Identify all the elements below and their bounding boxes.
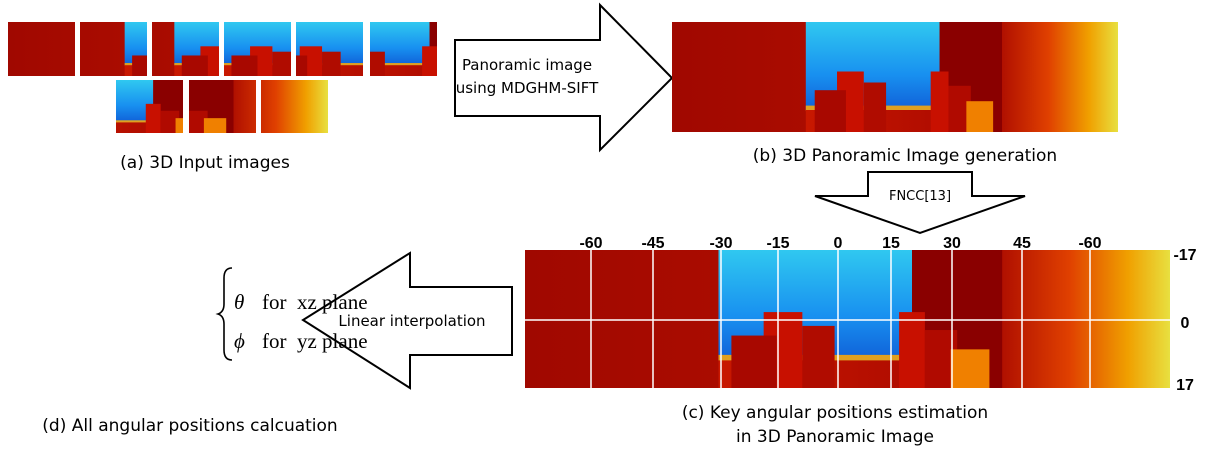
angle-label: 15	[882, 235, 900, 252]
angle-label: 0	[834, 235, 843, 252]
arrow-label: Linear interpolation	[338, 312, 485, 330]
caption-c: (c) Key angular positions estimation	[682, 403, 988, 423]
formula-symbol: ϕ	[234, 329, 245, 353]
angle-label: -30	[709, 235, 732, 252]
angle-label: -45	[641, 235, 664, 252]
angle-label: 30	[943, 235, 961, 252]
angle-label: -15	[766, 235, 789, 252]
panorama	[525, 250, 1170, 388]
angle-label: 45	[1013, 235, 1031, 252]
formula-symbol: θ	[234, 290, 244, 314]
elevation-label: 17	[1176, 377, 1194, 394]
caption-b: (b) 3D Panoramic Image generation	[753, 146, 1057, 166]
formula-text: for yz plane	[262, 329, 368, 353]
diagram: (a) 3D Input images Panoramic image usin…	[0, 0, 1209, 452]
angle-label: -60	[579, 235, 602, 252]
caption-c: in 3D Panoramic Image	[736, 427, 934, 447]
brace	[218, 268, 232, 360]
arrow-right	[455, 5, 672, 150]
arrow-label: Panoramic image	[462, 56, 592, 74]
arrow-label: using MDGHM-SIFT	[456, 79, 599, 97]
elevation-label: -17	[1173, 247, 1196, 264]
caption-d: (d) All angular positions calcuation	[42, 416, 337, 436]
caption-a: (a) 3D Input images	[120, 153, 290, 173]
panorama	[672, 22, 1118, 132]
arrow-label: FNCC[13]	[889, 189, 951, 204]
formula-text: for xz plane	[262, 290, 368, 314]
elevation-label: 0	[1181, 315, 1190, 332]
angle-label: -60	[1078, 235, 1101, 252]
